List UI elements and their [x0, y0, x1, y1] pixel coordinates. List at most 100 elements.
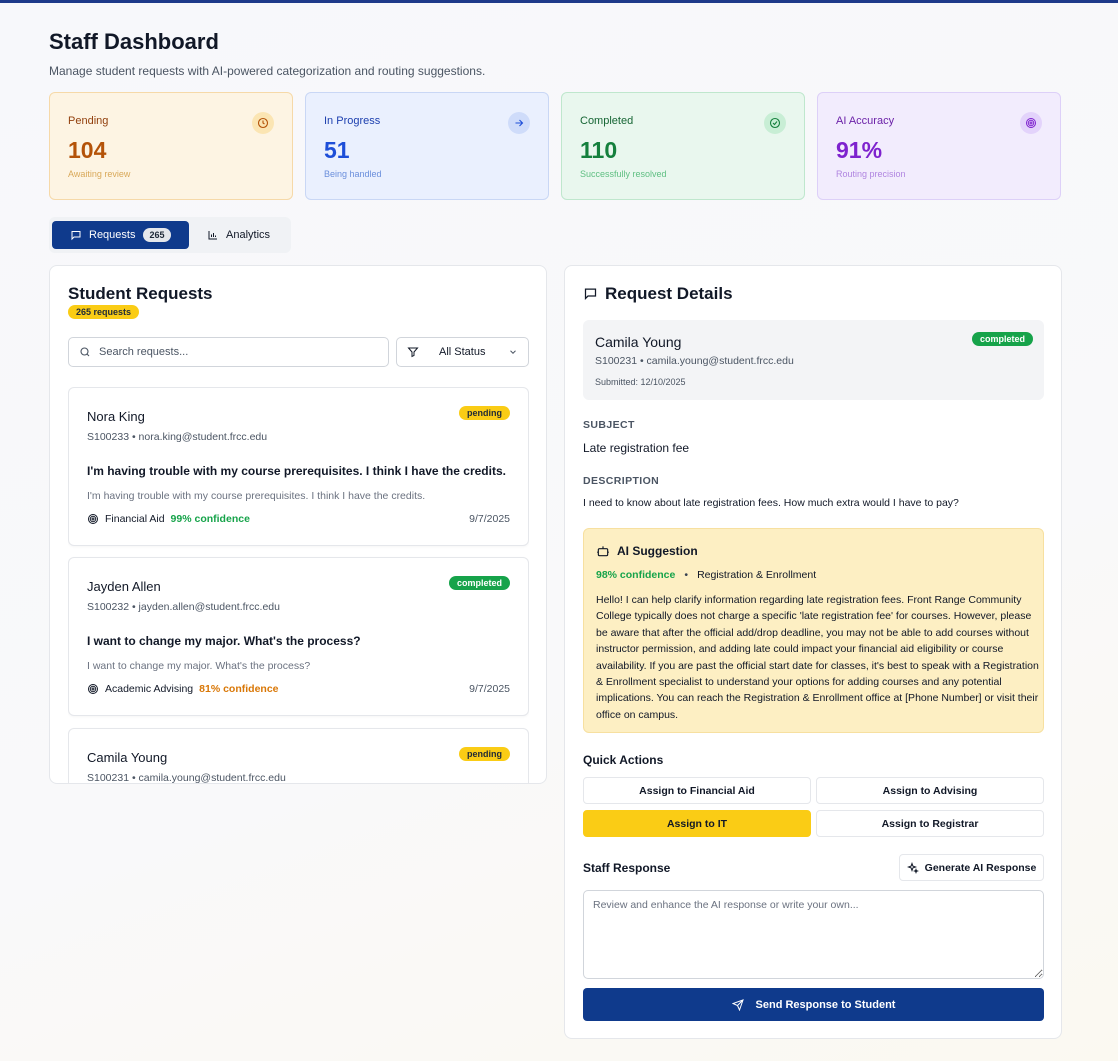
stat-card-in-progress: In Progress 51 Being handled	[305, 92, 549, 200]
staff-response-textarea[interactable]	[583, 890, 1044, 979]
arrow-right-icon	[508, 112, 530, 134]
stat-caption: Successfully resolved	[580, 169, 667, 179]
tab-requests[interactable]: Requests 265	[52, 221, 189, 249]
confidence-label: 98% confidence	[596, 569, 676, 581]
stat-label: Completed	[580, 115, 634, 127]
assign-it-button[interactable]: Assign to IT	[583, 810, 811, 837]
tab-label: Analytics	[226, 229, 271, 241]
tab-count-badge: 265	[143, 228, 171, 242]
assign-financial-aid-button[interactable]: Assign to Financial Aid	[583, 777, 811, 804]
status-filter-select[interactable]: All Status	[396, 337, 529, 367]
request-preview: I'm having trouble with my course prereq…	[87, 490, 426, 502]
request-footer: Academic Advising 81% confidence	[87, 683, 279, 695]
student-name: Nora King	[87, 409, 145, 424]
search-box	[68, 337, 389, 367]
request-card[interactable]: Jayden Allen S100232 • jayden.allen@stud…	[68, 557, 529, 716]
request-preview: I want to change my major. What's the pr…	[87, 660, 311, 672]
bot-icon	[597, 546, 609, 557]
student-meta: S100233 • nora.king@student.frcc.edu	[87, 431, 268, 443]
stat-label: Pending	[68, 115, 109, 127]
ai-suggestion-text: Hello! I can help clarify information re…	[596, 594, 1039, 721]
student-requests-panel: Student Requests 265 requests All Status…	[49, 265, 547, 784]
student-meta: S100231 • camila.young@student.frcc.edu	[87, 772, 286, 784]
ai-category: Registration & Enrollment	[697, 569, 817, 581]
tab-label: Requests	[89, 229, 136, 241]
status-badge: completed	[448, 576, 510, 590]
request-details-panel: Request Details Camila Young S100231 • c…	[564, 265, 1062, 1039]
stat-card-completed: Completed 110 Successfully resolved	[561, 92, 805, 200]
student-name: Camila Young	[87, 750, 168, 765]
submitted-date: Submitted: 12/10/2025	[595, 377, 686, 387]
bar-chart-icon	[208, 231, 217, 240]
requests-count-badge: 265 requests	[68, 305, 140, 319]
stat-value: 104	[68, 137, 107, 163]
stat-caption: Being handled	[324, 169, 382, 179]
request-category: Academic Advising	[105, 683, 194, 695]
request-footer: Financial Aid 99% confidence	[87, 513, 250, 525]
button-label: Send Response to Student	[755, 998, 896, 1011]
subject-label: SUBJECT	[583, 419, 635, 431]
status-filter-value: All Status	[439, 346, 486, 358]
panel-title: Request Details	[605, 284, 733, 303]
staff-response-title: Staff Response	[583, 861, 671, 875]
chevron-down-icon	[510, 350, 516, 354]
student-name: Camila Young	[595, 334, 682, 350]
description-label: DESCRIPTION	[583, 475, 660, 487]
stat-caption: Awaiting review	[68, 169, 131, 179]
stat-caption: Routing precision	[836, 169, 906, 179]
target-icon	[88, 684, 98, 694]
request-date: 9/7/2025	[469, 513, 510, 525]
send-icon	[731, 998, 744, 1011]
stat-value: 51	[324, 137, 350, 163]
clock-icon	[252, 112, 274, 134]
request-list: Nora King S100233 • nora.king@student.fr…	[68, 387, 529, 784]
student-info-card: Camila Young S100231 • camila.young@stud…	[583, 320, 1044, 400]
stat-card-pending: Pending 104 Awaiting review	[49, 92, 293, 200]
student-name: Jayden Allen	[87, 579, 161, 594]
target-icon	[88, 514, 98, 524]
description-value: I need to know about late registration f…	[583, 497, 959, 509]
panel-title: Student Requests	[68, 284, 213, 303]
status-badge: pending	[459, 406, 510, 420]
confidence-label: 81% confidence	[199, 683, 279, 695]
tab-analytics[interactable]: Analytics	[199, 221, 287, 249]
request-card[interactable]: Nora King S100233 • nora.king@student.fr…	[68, 387, 529, 546]
search-input[interactable]	[99, 346, 369, 358]
view-tabs: Requests 265 Analytics	[49, 217, 291, 253]
page-subtitle: Manage student requests with AI-powered …	[49, 64, 486, 78]
student-meta: S100232 • jayden.allen@student.frcc.edu	[87, 601, 280, 613]
request-subject: I want to change my major. What's the pr…	[87, 634, 361, 648]
button-label: Generate AI Response	[924, 861, 1037, 874]
page-title: Staff Dashboard	[49, 29, 219, 54]
send-response-button[interactable]: Send Response to Student	[583, 988, 1044, 1021]
stat-card-ai-accuracy: AI Accuracy 91% Routing precision	[817, 92, 1061, 200]
target-icon	[1020, 112, 1042, 134]
student-meta: S100231 • camila.young@student.frcc.edu	[595, 355, 794, 367]
request-card[interactable]: Camila Young S100231 • camila.young@stud…	[68, 728, 529, 784]
ai-suggestion-meta: 98% confidence • Registration & Enrollme…	[596, 569, 816, 581]
subject-value: Late registration fee	[583, 441, 690, 455]
quick-actions-title: Quick Actions	[583, 753, 664, 767]
generate-ai-response-button[interactable]: Generate AI Response	[899, 854, 1044, 881]
stat-label: AI Accuracy	[836, 115, 895, 127]
request-subject: I'm having trouble with my course prereq…	[87, 464, 506, 478]
stat-value: 110	[580, 137, 618, 163]
assign-registrar-button[interactable]: Assign to Registrar	[816, 810, 1044, 837]
filter-icon	[407, 347, 419, 358]
request-date: 9/7/2025	[469, 683, 510, 695]
message-square-icon	[584, 288, 597, 301]
ai-suggestion-box: AI Suggestion 98% confidence • Registrat…	[583, 528, 1044, 733]
stat-label: In Progress	[324, 115, 381, 127]
message-square-icon	[71, 231, 81, 241]
status-badge: completed	[971, 332, 1033, 346]
status-badge: pending	[459, 747, 510, 761]
search-icon	[80, 347, 90, 357]
check-circle-icon	[764, 112, 786, 134]
separator: •	[684, 569, 689, 581]
stat-value: 91%	[836, 137, 883, 163]
assign-advising-button[interactable]: Assign to Advising	[816, 777, 1044, 804]
request-category: Financial Aid	[105, 513, 165, 525]
confidence-label: 99% confidence	[170, 513, 250, 525]
sparkles-icon	[906, 861, 919, 874]
ai-suggestion-title: AI Suggestion	[617, 544, 698, 558]
